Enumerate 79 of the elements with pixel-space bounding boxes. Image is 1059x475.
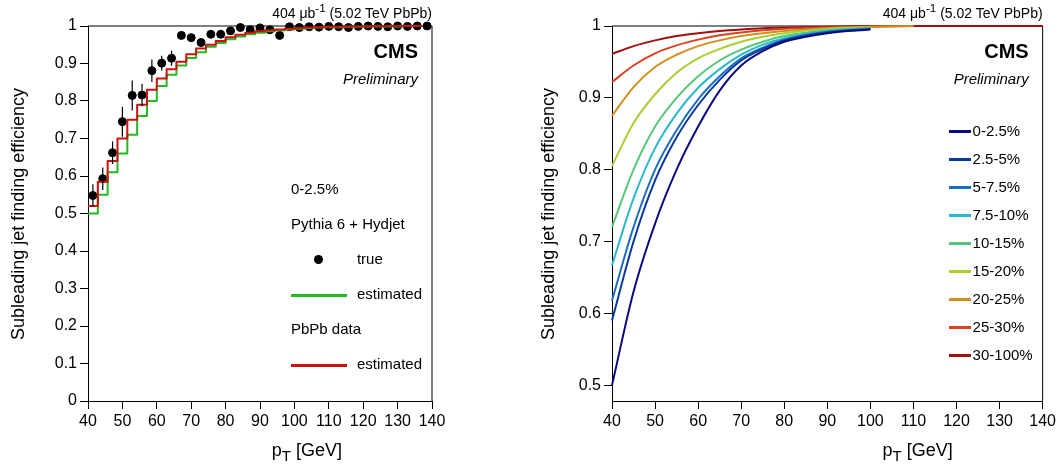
- y-tick-label: 0.5: [578, 375, 602, 393]
- y-tick-label: 0.3: [54, 278, 78, 296]
- x-tick-label: 130: [384, 412, 412, 430]
- y-tick-label: 1: [68, 16, 78, 34]
- x-tick-label: 50: [113, 412, 132, 430]
- point: [226, 26, 236, 36]
- y-tick-label: 0: [68, 391, 78, 409]
- line-series: [611, 25, 915, 117]
- annotation: Preliminary: [953, 70, 1029, 87]
- y-tick-label: 1: [592, 16, 602, 34]
- y-tick-label: 0.6: [578, 303, 602, 321]
- line-series: [611, 28, 872, 387]
- legend-label: estimated: [356, 284, 422, 304]
- legend-label: 20-25%: [972, 288, 1025, 309]
- point: [216, 29, 226, 39]
- x-tick-label: 50: [646, 412, 665, 430]
- x-tick-label: 40: [603, 412, 621, 430]
- annotation: CMS: [373, 40, 418, 63]
- legend-label: 15-20%: [972, 260, 1025, 281]
- point: [176, 30, 186, 40]
- point: [127, 90, 137, 100]
- x-tick-label: 100: [281, 412, 308, 430]
- point: [235, 23, 245, 32]
- annotation: Preliminary: [342, 70, 418, 87]
- y-tick-label: 0.2: [54, 316, 78, 334]
- point: [157, 58, 167, 68]
- y-axis-title: Subleading jet finding efficiency: [8, 87, 29, 340]
- point: [167, 53, 177, 63]
- x-tick-label: 120: [943, 412, 970, 430]
- x-tick-label: 70: [182, 412, 201, 430]
- annotation: PbPb data: [290, 319, 362, 339]
- annotation: CMS: [984, 40, 1029, 63]
- x-tick-label: 90: [251, 412, 269, 430]
- legend-label: 25-30%: [972, 316, 1025, 337]
- y-tick-label: 0.4: [54, 241, 78, 259]
- y-tick-label: 0.8: [54, 91, 78, 109]
- x-tick-label: 80: [216, 412, 235, 430]
- x-tick-label: 140: [418, 412, 446, 430]
- point: [186, 33, 196, 43]
- legend-label: 5-7.5%: [972, 176, 1021, 197]
- x-axis-title: p$_{T}$ [GeV]: [271, 440, 342, 464]
- x-tick-label: 100: [857, 412, 884, 430]
- x-tick-label: 110: [900, 412, 927, 430]
- x-tick-label: 40: [79, 412, 97, 430]
- x-tick-label: 80: [775, 412, 794, 430]
- annotation: Pythia 6 + Hydjet: [290, 214, 406, 234]
- y-tick-label: 0.7: [54, 128, 78, 146]
- x-tick-label: 140: [1029, 412, 1057, 430]
- y-tick-label: 0.9: [54, 53, 78, 71]
- annotation: 0-2.5%: [290, 179, 340, 199]
- y-tick-label: 0.8: [578, 160, 602, 178]
- x-tick-label: 120: [349, 412, 377, 430]
- x-tick-label: 110: [316, 412, 342, 430]
- y-tick-label: 0.5: [54, 203, 78, 221]
- legend-label: estimated: [356, 354, 422, 374]
- line-series: [611, 26, 872, 168]
- legend-label: 7.5-10%: [972, 204, 1029, 225]
- x-tick-label: 130: [986, 412, 1014, 430]
- point: [206, 29, 216, 39]
- point: [422, 21, 432, 31]
- legend-label: 30-100%: [972, 344, 1033, 365]
- x-tick-label: 70: [732, 412, 751, 430]
- x-tick-label: 60: [689, 412, 708, 430]
- y-tick-label: 0.6: [54, 166, 78, 184]
- point: [275, 30, 285, 40]
- x-axis-title: p$_{T}$ [GeV]: [882, 440, 953, 464]
- legend-label: 2.5-5%: [972, 148, 1021, 169]
- chart-title: 404 μb$^{-1}$ (5.02 TeV PbPb): [882, 0, 1043, 21]
- legend-label: 0-2.5%: [972, 120, 1021, 141]
- chart-title: 404 μb$^{-1}$ (5.02 TeV PbPb): [272, 0, 432, 21]
- x-tick-label: 60: [147, 412, 166, 430]
- y-tick-label: 0.1: [54, 353, 78, 371]
- legend-label: 10-15%: [972, 232, 1025, 253]
- y-tick-label: 0.9: [578, 88, 602, 106]
- y-tick-label: 0.7: [578, 231, 602, 249]
- y-axis-title: Subleading jet finding efficiency: [538, 87, 559, 340]
- line-series: [611, 25, 1044, 56]
- x-tick-label: 90: [818, 412, 837, 430]
- legend-label: true: [356, 249, 383, 269]
